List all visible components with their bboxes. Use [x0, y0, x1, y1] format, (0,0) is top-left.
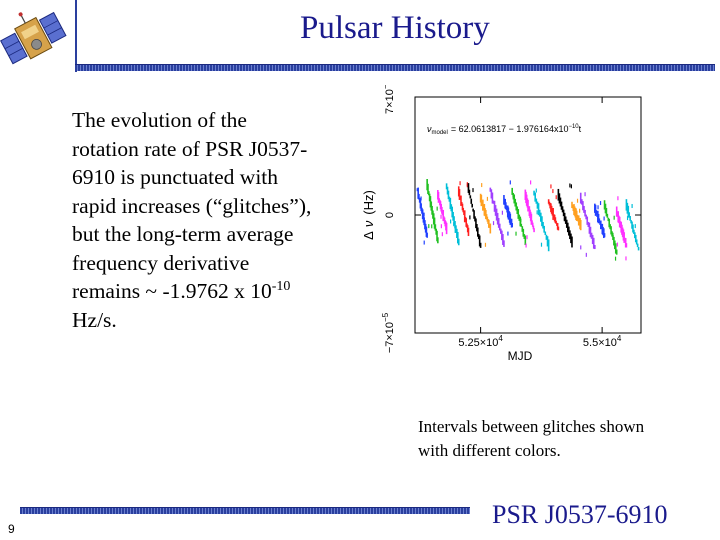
glitch-interval [524, 180, 535, 248]
glitch-interval [625, 199, 640, 251]
x-tick-labels: 5.25×104 5.5×104 [458, 334, 622, 349]
glitch-interval [426, 179, 439, 244]
x-tick-label: 5.25×104 [458, 334, 503, 349]
glitch-interval [503, 180, 514, 236]
x-axis-label: MJD [508, 349, 533, 363]
glitch-interval [467, 183, 482, 248]
top-divider [75, 64, 715, 71]
exponent: -10 [271, 278, 291, 294]
y-axis-label-unit: (Hz) [361, 190, 376, 215]
y-tick-exponent: −5 [381, 85, 390, 89]
glitch-interval [615, 196, 628, 261]
glitch-interval [594, 201, 606, 239]
glitch-interval [511, 187, 527, 246]
footer-label: PSR J0537-6910 [492, 500, 668, 529]
glitch-interval [437, 189, 448, 237]
caption-line: with different colors. [418, 441, 561, 460]
annotation-rhs: = 62.0613817 − 1.976164x10 [451, 124, 569, 134]
annotation-tail: t [579, 124, 582, 134]
bottom-divider [20, 507, 470, 514]
body-line: rotation rate of PSR J0537- [72, 136, 308, 161]
chart-caption: Intervals between glitches shown with di… [418, 415, 708, 463]
body-line: Hz/s. [72, 307, 117, 332]
slide-title: Pulsar History [300, 10, 490, 46]
glitch-interval [416, 187, 428, 245]
x-tick-exponent: 4 [617, 334, 622, 343]
y-tick-label: 0 [384, 212, 396, 218]
slide-number: 9 [8, 522, 15, 536]
glitch-interval [579, 192, 596, 257]
annotation-lhs: ν [427, 124, 432, 134]
y-axis-label-delta: Δ [361, 231, 376, 240]
tick-marks [415, 96, 641, 334]
glitch-interval [457, 181, 470, 237]
glitch-interval [479, 183, 492, 247]
y-tick-mantissa: −7×10 [384, 322, 396, 353]
glitch-history-chart: νmodel = 62.0613817 − 1.976164x10−10t 7×1… [361, 85, 642, 363]
body-line: remains ~ -1.9762 x 10 [72, 279, 272, 303]
y-axis-label: Δν (Hz) [361, 190, 376, 240]
glitch-interval [489, 187, 505, 247]
left-rule [75, 0, 77, 72]
body-line: rapid increases (“glitches”), [72, 193, 312, 218]
caption-line: Intervals between glitches shown [418, 417, 645, 436]
y-tick-label: −7×10−5 [381, 312, 396, 353]
body-paragraph: The evolution of the rotation rate of PS… [72, 106, 362, 334]
glitch-interval [445, 183, 460, 246]
glitch-interval [533, 188, 550, 252]
x-tick-mantissa: 5.5×10 [583, 337, 617, 349]
body-line: frequency derivative [72, 250, 250, 275]
glitch-interval [603, 200, 618, 261]
annotation-sub: model [432, 130, 448, 136]
data-marks [416, 179, 640, 261]
y-tick-exponent: −5 [381, 312, 390, 322]
x-tick-mantissa: 5.25×10 [458, 337, 498, 349]
y-tick-labels: 7×10−50−7×10−5 [381, 85, 396, 353]
body-line: The evolution of the [72, 108, 247, 132]
annotation-exp: −10 [568, 124, 579, 130]
y-tick-mantissa: 0 [384, 212, 396, 218]
glitch-interval [557, 183, 573, 248]
y-tick-label: 7×10−5 [381, 85, 396, 114]
y-axis-label-nu: ν [361, 220, 376, 227]
body-line: but the long-term average [72, 222, 294, 246]
y-tick-mantissa: 7×10 [384, 89, 396, 114]
x-tick-exponent: 4 [498, 334, 503, 343]
glitch-interval [571, 198, 582, 231]
body-line: 6910 is punctuated with [72, 165, 279, 189]
glitch-interval [547, 184, 560, 231]
satellite-icon [0, 11, 67, 65]
model-annotation: νmodel = 62.0613817 − 1.976164x10−10t [427, 124, 582, 136]
x-tick-label: 5.5×104 [583, 334, 622, 349]
